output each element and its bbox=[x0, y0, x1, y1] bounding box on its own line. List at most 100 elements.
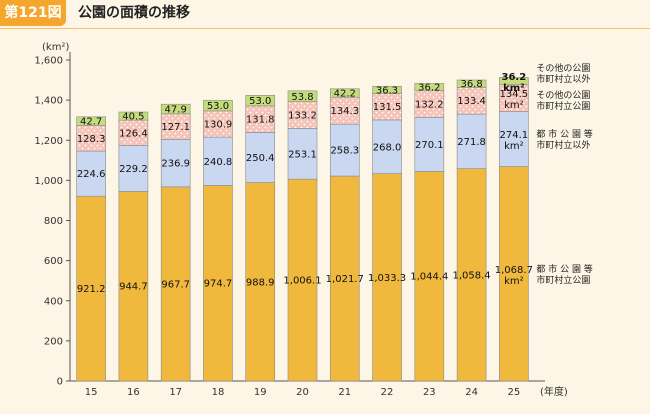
data-label: 131.8 bbox=[246, 115, 275, 126]
y-unit-label: (km²) bbox=[42, 42, 69, 53]
x-tick-label: 20 bbox=[296, 387, 309, 398]
data-label: 131.5 bbox=[373, 102, 402, 113]
bar-segment-other_municipal bbox=[329, 96, 360, 125]
bar-segment-prefectural bbox=[372, 119, 402, 174]
figure-number-badge: 第121図 bbox=[0, 0, 66, 26]
data-label: 40.5 bbox=[122, 112, 144, 123]
x-tick-label: 15 bbox=[85, 387, 98, 398]
data-label: 1,058.4 bbox=[453, 270, 491, 281]
x-unit-label: (年度) bbox=[540, 385, 568, 398]
bar-segment-other_non_municipal bbox=[160, 103, 191, 115]
bar-segment-urban bbox=[372, 173, 402, 382]
data-label: 47.9 bbox=[165, 105, 187, 116]
bar-segment-prefectural bbox=[499, 111, 529, 167]
x-tick-label: 18 bbox=[212, 387, 225, 398]
data-label: 274.1 bbox=[500, 130, 529, 141]
bar-segment-urban bbox=[499, 166, 529, 382]
data-label: 974.7 bbox=[204, 279, 233, 290]
bar-segment-prefectural bbox=[456, 113, 487, 169]
bar-segment-other_non_municipal bbox=[456, 79, 487, 88]
bar-segment-other_non_municipal bbox=[372, 85, 402, 94]
x-tick-label: 17 bbox=[169, 387, 182, 398]
data-label: 127.1 bbox=[161, 122, 190, 133]
data-label: 42.2 bbox=[334, 89, 356, 100]
data-label: 126.4 bbox=[119, 128, 148, 139]
y-tick-label: 1,200 bbox=[34, 136, 63, 147]
legend-label-prefectural: 都 市 公 園 等市町村立以外 bbox=[536, 128, 592, 151]
data-label: 250.4 bbox=[246, 153, 275, 164]
data-label: 988.9 bbox=[246, 277, 275, 288]
y-tick-label: 1,600 bbox=[34, 56, 63, 67]
bar-segment-other_non_municipal bbox=[76, 116, 106, 126]
data-label: 53.0 bbox=[249, 96, 271, 107]
bar-segment-urban bbox=[160, 186, 191, 382]
data-label: 134.5 bbox=[500, 89, 529, 100]
y-tick-label: 400 bbox=[44, 296, 63, 307]
data-label: 53.0 bbox=[207, 101, 229, 112]
y-tick-label: 0 bbox=[57, 377, 63, 388]
bar-segment-other_municipal bbox=[499, 84, 529, 112]
bar-segment-other_non_municipal bbox=[203, 99, 233, 112]
data-label: 1,033.3 bbox=[368, 273, 406, 284]
x-tick-label: 25 bbox=[507, 387, 520, 398]
data-label: 236.9 bbox=[161, 159, 190, 170]
bar-segment-other_municipal bbox=[203, 110, 233, 138]
data-label-unit: km² bbox=[504, 141, 524, 152]
bar-segment-prefectural bbox=[329, 123, 360, 177]
data-label: 1,044.4 bbox=[410, 272, 448, 283]
bar-segment-other_non_municipal bbox=[118, 111, 149, 121]
data-label: 270.1 bbox=[415, 140, 444, 151]
bar-segment-other_non_municipal bbox=[287, 90, 318, 102]
x-tick-label: 16 bbox=[127, 387, 140, 398]
bar-segment-urban bbox=[76, 195, 106, 382]
bar-segment-other_non_municipal bbox=[329, 88, 360, 98]
data-label: 921.2 bbox=[77, 284, 106, 295]
data-label: 253.1 bbox=[288, 149, 317, 160]
data-label: 1,068.7 bbox=[495, 265, 533, 276]
x-tick-label: 22 bbox=[381, 387, 394, 398]
bar-segment-other_municipal bbox=[456, 87, 487, 115]
y-tick-label: 800 bbox=[44, 216, 63, 227]
data-label: 36.8 bbox=[460, 79, 482, 90]
data-label: 133.4 bbox=[457, 96, 486, 107]
bar-segment-prefectural bbox=[118, 145, 149, 192]
legend-label-other_municipal: その他の公園市町村立公園 bbox=[536, 89, 590, 112]
data-label: 224.6 bbox=[77, 169, 106, 180]
bar-segment-prefectural bbox=[287, 128, 318, 180]
data-label: 36.3 bbox=[376, 85, 398, 96]
legend-label-urban: 都 市 公 園 等市町村立公園 bbox=[536, 263, 592, 286]
data-label: 128.3 bbox=[77, 134, 106, 145]
data-label: 240.8 bbox=[204, 157, 233, 168]
data-label: 36.2 bbox=[418, 83, 440, 94]
bar-segment-urban bbox=[203, 185, 233, 382]
bar-segment-other_non_municipal bbox=[499, 77, 529, 85]
bar-segment-other_municipal bbox=[414, 90, 445, 118]
data-label: 967.7 bbox=[161, 279, 190, 290]
data-label: 1,021.7 bbox=[326, 274, 364, 285]
data-label: 258.3 bbox=[330, 146, 359, 157]
data-label: 134.3 bbox=[330, 106, 359, 117]
data-label: 42.7 bbox=[80, 117, 102, 128]
x-tick-label: 24 bbox=[465, 387, 478, 398]
bar-segment-urban bbox=[118, 191, 149, 382]
bar-segment-other_municipal bbox=[160, 113, 191, 140]
bar-segment-other_municipal bbox=[372, 93, 402, 121]
bar-segment-other_municipal bbox=[287, 101, 318, 129]
y-tick-label: 1,400 bbox=[34, 96, 63, 107]
data-label: 53.8 bbox=[291, 92, 313, 103]
legend-label-other_non_municipal: その他の公園市町村立以外 bbox=[536, 62, 590, 85]
data-label: 133.2 bbox=[288, 111, 317, 122]
data-label: 944.7 bbox=[119, 282, 148, 293]
x-tick-label: 21 bbox=[338, 387, 351, 398]
figure-title: 公園の面積の推移 bbox=[78, 5, 190, 21]
data-label: 271.8 bbox=[457, 137, 486, 148]
y-tick-label: 200 bbox=[44, 336, 63, 347]
figure-header: 第121図 公園の面積の推移 bbox=[0, 0, 650, 32]
bar-segment-urban bbox=[245, 182, 276, 382]
data-label: 268.0 bbox=[373, 142, 402, 153]
data-label: 132.2 bbox=[415, 100, 444, 111]
data-label: 229.2 bbox=[119, 164, 148, 175]
data-label-unit: km² bbox=[503, 83, 524, 94]
header-rule bbox=[0, 28, 650, 29]
